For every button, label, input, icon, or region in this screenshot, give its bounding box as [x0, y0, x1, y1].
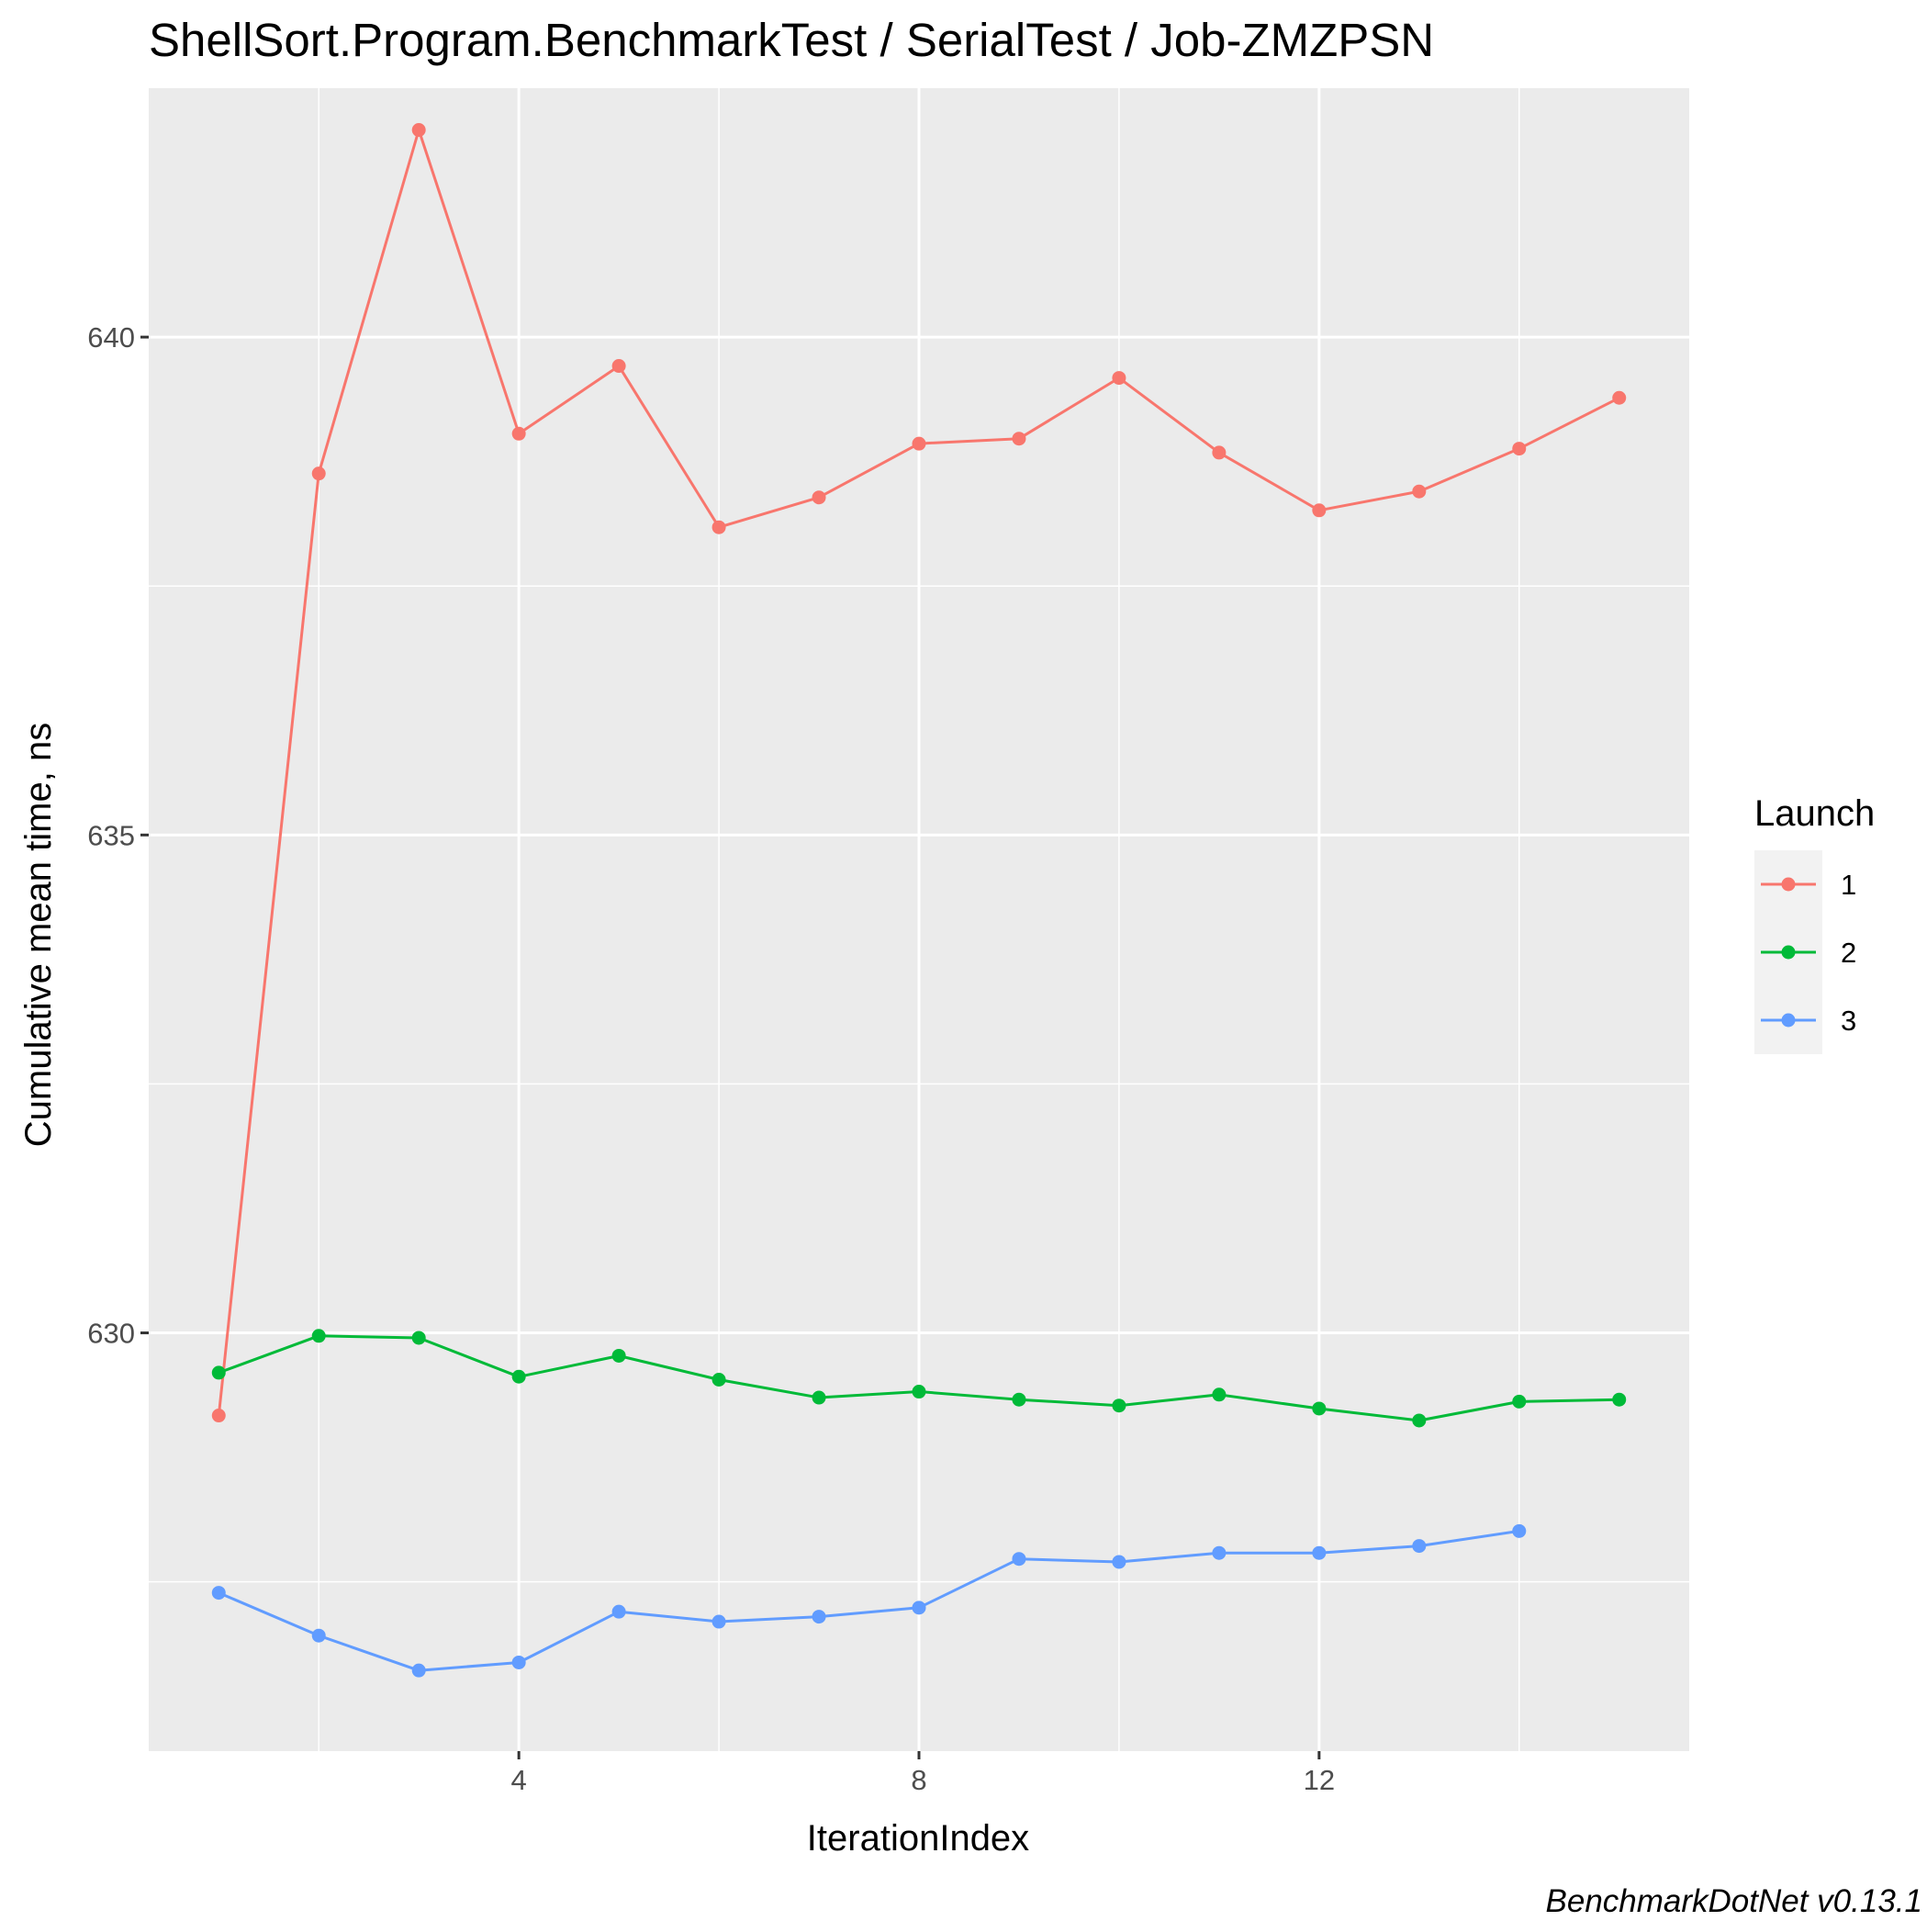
data-point	[411, 1663, 426, 1678]
data-point	[1312, 1545, 1327, 1560]
data-point	[1012, 1392, 1026, 1407]
data-point	[1412, 1413, 1427, 1428]
data-point	[1112, 1555, 1126, 1569]
data-point	[1312, 503, 1327, 518]
data-point	[1312, 1401, 1327, 1416]
data-point	[812, 1390, 826, 1405]
legend-item-1: 1	[1761, 869, 1856, 901]
data-point	[211, 1365, 226, 1380]
legend-key-point	[1781, 877, 1796, 892]
chart-caption: BenchmarkDotNet v0.13.1	[1546, 1883, 1922, 1919]
data-point	[711, 1373, 726, 1387]
legend-title: Launch	[1754, 793, 1875, 834]
data-point	[1612, 390, 1627, 405]
data-point	[1412, 1539, 1427, 1554]
y-tick-label: 640	[87, 321, 135, 354]
data-point	[912, 436, 926, 451]
legend-item-2: 2	[1761, 937, 1856, 969]
series-3	[211, 1523, 1527, 1678]
data-point	[311, 1329, 326, 1343]
data-point	[611, 359, 626, 374]
data-point	[711, 520, 726, 534]
data-point	[611, 1604, 626, 1619]
series-line-3	[218, 1529, 1520, 1672]
data-point	[1512, 1394, 1527, 1409]
data-point	[1112, 371, 1126, 386]
legend-key-point	[1781, 1013, 1796, 1028]
series-layer	[211, 123, 1627, 1678]
data-point	[211, 1409, 226, 1423]
y-tick-label: 635	[87, 819, 135, 851]
legend: Launch 1 2 3	[1754, 793, 1875, 1054]
data-point	[1212, 1545, 1227, 1560]
data-point	[1012, 1552, 1026, 1567]
x-tick-label: 4	[511, 1764, 527, 1796]
x-tick-label: 12	[1304, 1764, 1335, 1796]
legend-key-point	[1781, 945, 1796, 960]
data-point	[611, 1348, 626, 1363]
x-tick-label: 8	[911, 1764, 926, 1796]
x-axis-title: IterationIndex	[807, 1818, 1029, 1859]
data-point	[1012, 432, 1026, 446]
data-point	[411, 1331, 426, 1345]
data-point	[912, 1385, 926, 1399]
data-point	[511, 1369, 526, 1384]
data-point	[211, 1586, 226, 1601]
data-point	[1512, 1523, 1527, 1538]
y-tick-label: 630	[87, 1318, 135, 1350]
data-point	[812, 490, 826, 505]
data-point	[511, 426, 526, 441]
series-2	[211, 1329, 1627, 1428]
data-point	[311, 1628, 326, 1643]
chart-title: ShellSort.Program.BenchmarkTest / Serial…	[149, 14, 1434, 66]
series-1	[211, 123, 1627, 1423]
legend-items: 1 2 3	[1761, 869, 1856, 1037]
legend-label: 2	[1841, 937, 1856, 969]
data-point	[1212, 1387, 1227, 1402]
y-axis-title: Cumulative mean time, ns	[18, 723, 59, 1147]
data-point	[1512, 442, 1527, 456]
data-point	[411, 123, 426, 138]
legend-item-3: 3	[1761, 1005, 1856, 1037]
legend-label: 1	[1841, 869, 1856, 901]
axis-ticks: 4 8 12 630 635 640	[87, 321, 1335, 1796]
data-point	[511, 1655, 526, 1669]
data-point	[1112, 1398, 1126, 1413]
data-point	[1212, 445, 1227, 460]
data-point	[812, 1610, 826, 1624]
data-point	[711, 1614, 726, 1629]
data-point	[1612, 1392, 1627, 1407]
grid-major	[149, 88, 1689, 1751]
data-point	[311, 466, 326, 481]
data-point	[912, 1601, 926, 1615]
legend-label: 3	[1841, 1005, 1856, 1037]
data-point	[1412, 484, 1427, 499]
